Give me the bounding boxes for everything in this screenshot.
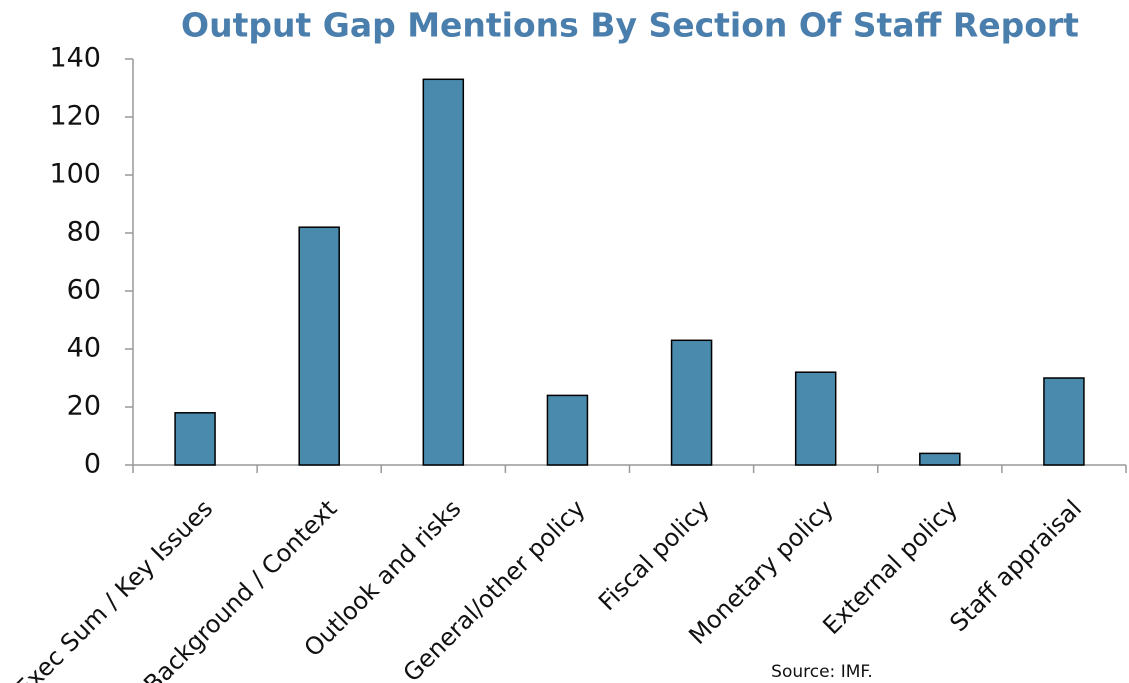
y-tick-label: 0: [84, 449, 101, 480]
y-tick-label: 40: [67, 333, 101, 364]
bar: [670, 339, 713, 466]
y-tick-label: 100: [49, 159, 101, 190]
y-tick-label: 60: [67, 275, 101, 306]
y-tick-label: 120: [49, 101, 101, 132]
y-tick-label: 140: [49, 43, 101, 74]
bar: [174, 412, 216, 466]
bar: [422, 78, 465, 466]
chart-title: Output Gap Mentions By Section Of Staff …: [181, 6, 1079, 45]
bar: [919, 452, 961, 466]
x-tick-label: External policy: [817, 494, 963, 640]
y-tick-label: 80: [67, 217, 101, 248]
bar: [298, 226, 340, 466]
bar: [1043, 377, 1085, 466]
x-tick-label: Staff appraisal: [944, 494, 1087, 637]
y-tick-label: 20: [67, 391, 101, 422]
x-tick-label: Fiscal policy: [593, 494, 715, 616]
source-note: Source: IMF.: [771, 662, 873, 682]
bar: [794, 371, 837, 466]
bar: [546, 394, 589, 466]
